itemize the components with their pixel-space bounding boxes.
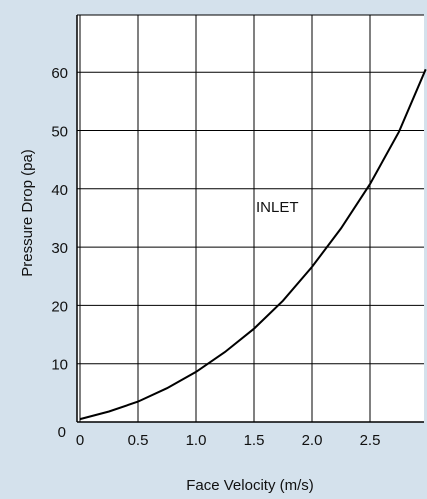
y-tick-label: 50 <box>51 124 68 141</box>
y-tick-label: 0 <box>58 424 66 441</box>
y-tick-label: 20 <box>51 298 68 315</box>
y-tick-label: 30 <box>51 240 68 257</box>
x-axis-title: Face Velocity (m/s) <box>186 477 314 494</box>
y-axis-title: Pressure Drop (pa) <box>19 149 36 277</box>
x-tick-label: 0.5 <box>128 432 149 449</box>
x-tick-label: 0 <box>76 432 84 449</box>
plot-area <box>77 15 424 422</box>
x-tick-label: 2.5 <box>360 432 381 449</box>
y-tick-label: 60 <box>51 65 68 82</box>
series-group <box>79 68 427 421</box>
x-tick-label: 1.5 <box>244 432 265 449</box>
x-tick-label: 1.0 <box>186 432 207 449</box>
y-tick-label: 10 <box>51 357 68 374</box>
series-line <box>79 68 427 421</box>
tick-labels: 0 0.5 1.0 1.5 2.0 2.5 0 10 20 30 40 50 60 <box>51 65 380 449</box>
y-tick-label: 40 <box>51 182 68 199</box>
annotation-inlet: INLET <box>256 199 299 216</box>
x-tick-label: 2.0 <box>302 432 323 449</box>
grid <box>76 14 424 423</box>
